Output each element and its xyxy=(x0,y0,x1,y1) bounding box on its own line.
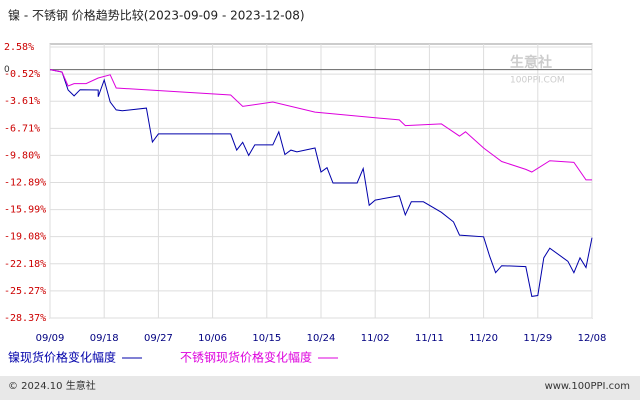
y-tick-label: -0.52% xyxy=(4,69,40,80)
x-tick-label: 11/29 xyxy=(523,333,552,344)
series-line xyxy=(49,69,593,297)
footer-right: www.100PPI.com xyxy=(545,381,630,392)
x-tick-label: 10/24 xyxy=(307,333,336,344)
series-line xyxy=(49,69,592,181)
y-tick-label: -28.37% xyxy=(4,313,46,324)
x-tick-label: 11/11 xyxy=(415,333,444,344)
y-tick-label: -9.80% xyxy=(4,150,40,161)
y-tick-label: 2.58% xyxy=(4,42,34,53)
zero-label: 0 xyxy=(4,65,10,75)
chart-title: 镍 - 不锈钢 价格趋势比较(2023-09-09 - 2023-12-08) xyxy=(8,8,305,23)
y-tick-label: -15.99% xyxy=(4,205,46,216)
y-tick-label: -3.61% xyxy=(4,96,40,107)
legend-label: 不锈钢现货价格变化幅度 xyxy=(180,350,312,365)
x-tick-label: 10/15 xyxy=(252,333,281,344)
x-tick-label: 11/02 xyxy=(361,333,390,344)
legend-label: 镍现货价格变化幅度 xyxy=(8,350,116,365)
x-tick-label: 11/20 xyxy=(469,333,498,344)
y-tick-label: -6.71% xyxy=(4,123,40,134)
watermark: 生意社 xyxy=(510,54,552,71)
y-tick-label: -19.08% xyxy=(4,232,46,243)
x-tick-label: 10/06 xyxy=(198,333,227,344)
x-tick-label: 09/18 xyxy=(90,333,119,344)
footer-left: © 2024.10 生意社 xyxy=(8,379,96,392)
x-tick-label: 09/27 xyxy=(144,333,173,344)
footer-band xyxy=(0,376,640,400)
x-tick-label: 09/09 xyxy=(36,333,65,344)
y-tick-label: -12.89% xyxy=(4,177,46,188)
x-tick-label: 12/08 xyxy=(578,333,607,344)
y-tick-label: -25.27% xyxy=(4,286,46,297)
y-tick-label: -22.18% xyxy=(4,259,46,270)
